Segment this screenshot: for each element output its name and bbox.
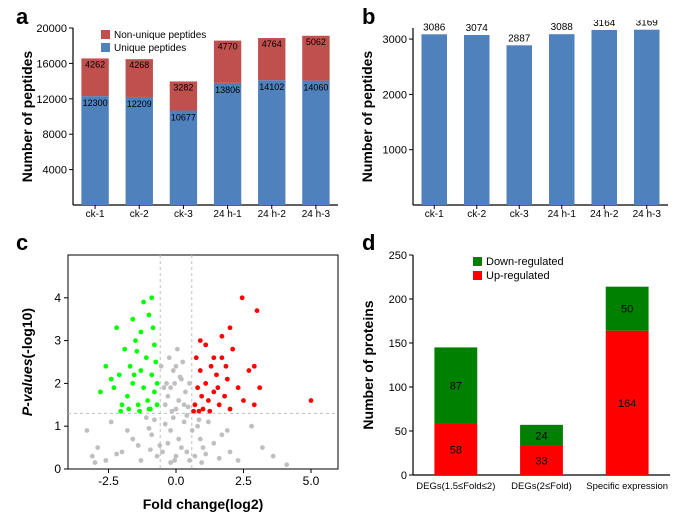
svg-text:0: 0 xyxy=(401,470,407,482)
svg-text:-2.5: -2.5 xyxy=(98,474,119,488)
svg-text:24 h-1: 24 h-1 xyxy=(213,209,242,220)
svg-text:16000: 16000 xyxy=(36,58,67,70)
svg-text:3086: 3086 xyxy=(423,22,446,33)
svg-text:4764: 4764 xyxy=(262,39,282,49)
svg-text:ck-1: ck-1 xyxy=(86,209,105,220)
svg-text:3169: 3169 xyxy=(636,20,659,29)
svg-text:Fold change(log2): Fold change(log2) xyxy=(143,496,264,512)
svg-text:24 h-2: 24 h-2 xyxy=(590,209,619,220)
svg-text:4: 4 xyxy=(54,291,61,305)
svg-text:Number of peptides: Number of peptides xyxy=(19,51,35,183)
svg-text:0.0: 0.0 xyxy=(168,474,185,488)
svg-text:3: 3 xyxy=(54,334,61,348)
svg-text:5.0: 5.0 xyxy=(303,474,320,488)
svg-text:50: 50 xyxy=(621,304,633,316)
svg-text:3164: 3164 xyxy=(593,20,616,29)
svg-text:4262: 4262 xyxy=(85,59,105,69)
svg-text:13806: 13806 xyxy=(215,85,240,95)
svg-text:2.5: 2.5 xyxy=(235,474,252,488)
svg-text:DEGs(2≤Fold): DEGs(2≤Fold) xyxy=(511,481,572,492)
svg-text:ck-1: ck-1 xyxy=(425,209,444,220)
svg-text:12000: 12000 xyxy=(36,94,67,106)
chart-d: 0 50 100 150 200 250 Number of proteins 58 87 DEG… xyxy=(358,245,678,515)
svg-text:4770: 4770 xyxy=(218,42,238,52)
svg-text:87: 87 xyxy=(450,381,462,393)
svg-text:2: 2 xyxy=(54,376,61,390)
svg-text:20000: 20000 xyxy=(36,23,67,35)
svg-text:ck-3: ck-3 xyxy=(174,209,193,220)
svg-text:10677: 10677 xyxy=(171,113,196,123)
svg-text:Unique peptides: Unique peptides xyxy=(114,43,186,54)
svg-text:5062: 5062 xyxy=(306,37,326,47)
svg-text:4000: 4000 xyxy=(43,165,67,177)
svg-text:Non-unique peptides: Non-unique peptides xyxy=(114,30,206,41)
svg-text:58: 58 xyxy=(450,444,462,456)
svg-text:24: 24 xyxy=(535,430,547,442)
svg-text:0: 0 xyxy=(54,462,61,476)
svg-text:14102: 14102 xyxy=(259,82,284,92)
svg-text:50: 50 xyxy=(395,426,407,438)
svg-text:2887: 2887 xyxy=(508,33,531,44)
svg-text:4268: 4268 xyxy=(129,60,149,70)
svg-text:24 h-3: 24 h-3 xyxy=(633,209,662,220)
svg-text:Up-regulated: Up-regulated xyxy=(486,270,550,282)
svg-text:ck-2: ck-2 xyxy=(130,209,149,220)
svg-text:Number of proteins: Number of proteins xyxy=(360,300,376,429)
svg-text:3088: 3088 xyxy=(551,22,574,33)
svg-text:DEGs(1.5≤Fold≤2): DEGs(1.5≤Fold≤2) xyxy=(416,481,495,492)
svg-text:ck-2: ck-2 xyxy=(467,209,486,220)
svg-text:ck-3: ck-3 xyxy=(510,209,529,220)
svg-text:24 h-3: 24 h-3 xyxy=(302,209,331,220)
chart-a: 4000 8000 12000 16000 20000 Number of peptide… xyxy=(18,20,348,235)
chart-c: 0 1 2 3 4 -2.5 0.0 2.5 5.0 Fold change(log2) P-val… xyxy=(18,245,348,515)
svg-text:3000: 3000 xyxy=(383,34,407,46)
svg-text:3282: 3282 xyxy=(173,82,193,92)
svg-text:100: 100 xyxy=(389,382,407,394)
svg-text:24 h-2: 24 h-2 xyxy=(258,209,287,220)
svg-text:2000: 2000 xyxy=(383,89,407,101)
svg-text:200: 200 xyxy=(389,294,407,306)
svg-text:250: 250 xyxy=(389,250,407,262)
svg-text:12209: 12209 xyxy=(127,99,152,109)
svg-text:24 h-1: 24 h-1 xyxy=(548,209,577,220)
svg-text:150: 150 xyxy=(389,338,407,350)
svg-text:Number of peptides: Number of peptides xyxy=(359,51,375,183)
svg-text:12300: 12300 xyxy=(83,98,108,108)
svg-text:164: 164 xyxy=(618,398,636,410)
chart-b: 1000 2000 3000 Number of peptides ck-1 3086 ck… xyxy=(358,20,678,235)
svg-text:Specific expression: Specific expression xyxy=(586,481,668,492)
svg-text:Down-regulated: Down-regulated xyxy=(486,256,564,268)
svg-text:14060: 14060 xyxy=(303,83,328,93)
svg-text:P-values(-log10): P-values(-log10) xyxy=(19,308,35,416)
svg-text:1000: 1000 xyxy=(383,145,407,157)
svg-text:33: 33 xyxy=(535,455,547,467)
svg-text:3074: 3074 xyxy=(466,23,489,34)
svg-text:1: 1 xyxy=(54,419,61,433)
svg-text:8000: 8000 xyxy=(43,129,67,141)
